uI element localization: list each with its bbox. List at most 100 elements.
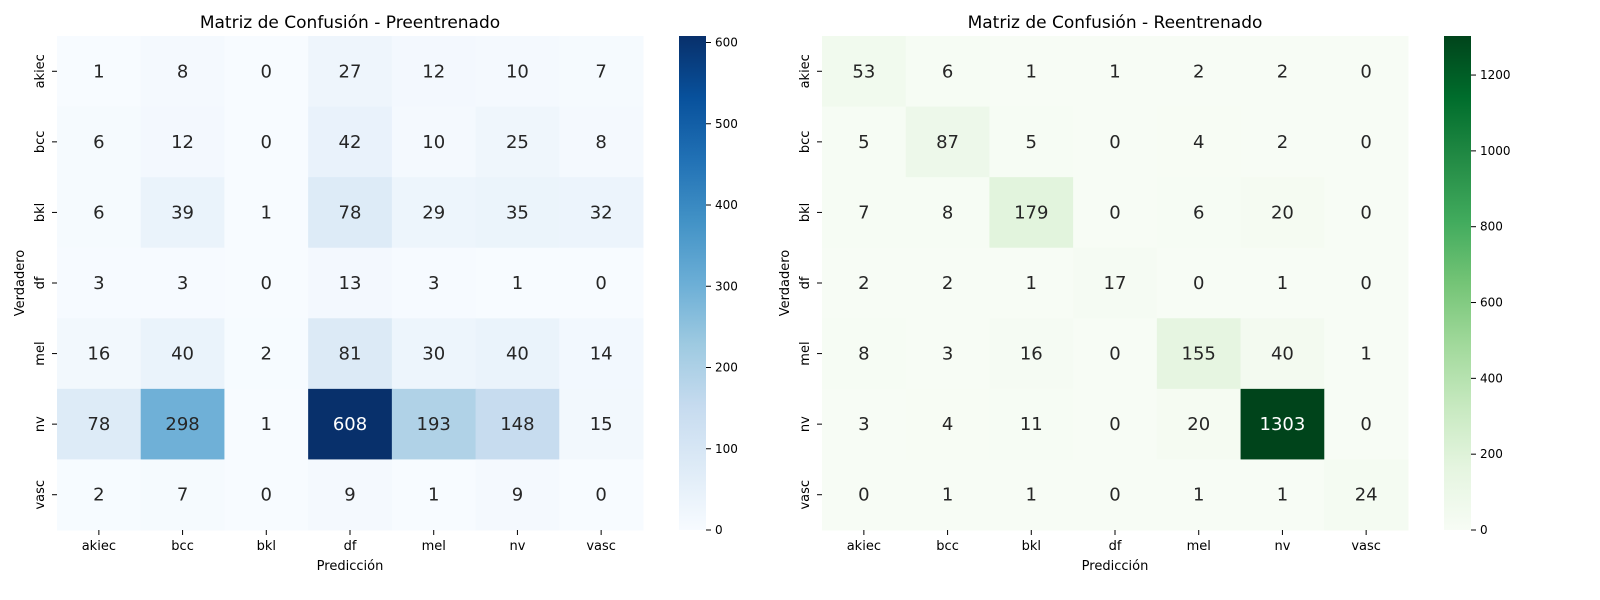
cell-value-label: 40 — [506, 344, 529, 365]
heatmap-cell — [391, 36, 477, 108]
cell-value-label: 16 — [1020, 344, 1043, 365]
cell-value-label: 0 — [1360, 273, 1371, 294]
heatmap-cell — [224, 388, 309, 460]
heatmap-cell — [1073, 36, 1158, 108]
heatmap-cell — [140, 36, 225, 108]
heatmap-cell — [57, 177, 142, 249]
chart-title: Matriz de Confusión - Preentrenado — [200, 13, 500, 33]
heatmap-cell — [905, 247, 990, 319]
cell-value-label: 3 — [858, 414, 869, 435]
cell-value-label: 1 — [93, 61, 104, 82]
heatmap-cell — [559, 318, 644, 390]
cell-value-label: 6 — [1193, 202, 1204, 223]
cell-value-label: 40 — [171, 344, 194, 365]
cell-value-label: 8 — [942, 202, 953, 223]
x-tick-label: bkl — [1022, 539, 1041, 554]
heatmap-cell — [308, 106, 393, 178]
cell-value-label: 179 — [1014, 202, 1048, 223]
colorbar-tick-label: 600 — [1480, 296, 1503, 310]
heatmap-cell — [559, 388, 644, 460]
cell-value-label: 30 — [422, 344, 445, 365]
heatmap-cell — [140, 459, 225, 531]
heatmap-cell — [1324, 318, 1409, 390]
heatmap-cell — [1073, 247, 1158, 319]
x-axis-label: Predicción — [317, 559, 384, 574]
heatmap-cell — [391, 388, 477, 460]
heatmap-cell — [224, 106, 309, 178]
cell-value-label: 17 — [1104, 273, 1127, 294]
heatmap-cell — [224, 177, 309, 249]
heatmap-cell — [391, 318, 477, 390]
cell-value-label: 78 — [87, 414, 110, 435]
heatmap-cell — [989, 247, 1074, 319]
heatmap-cell — [989, 106, 1074, 178]
heatmap-cell — [475, 459, 560, 531]
heatmap-cell — [905, 36, 990, 108]
cell-value-label: 0 — [1360, 132, 1371, 153]
cell-value-label: 15 — [590, 414, 613, 435]
heatmap-cell — [140, 106, 225, 178]
cell-value-label: 12 — [422, 61, 445, 82]
cell-value-label: 10 — [506, 61, 529, 82]
heatmap-cell — [1073, 318, 1158, 390]
heatmap-cell — [559, 177, 644, 249]
heatmap-cell — [1156, 36, 1242, 108]
cell-value-label: 1303 — [1260, 414, 1306, 435]
cell-value-label: 0 — [261, 132, 272, 153]
heatmap-cell — [475, 177, 560, 249]
heatmap-cell — [989, 177, 1074, 249]
y-tick-label: nv — [33, 416, 48, 432]
cell-value-label: 42 — [339, 132, 362, 153]
cell-value-label: 3 — [942, 344, 953, 365]
y-tick-label: akiec — [798, 54, 813, 88]
heatmap-cell — [308, 388, 393, 460]
heatmap-cell — [57, 388, 142, 460]
cell-value-label: 20 — [1271, 202, 1294, 223]
heatmap-cell — [391, 106, 477, 178]
cell-value-label: 0 — [1193, 273, 1204, 294]
colorbar-tick-label: 1000 — [1480, 144, 1511, 158]
y-axis-label: Verdadero — [778, 250, 793, 317]
heatmap-cell — [1324, 106, 1409, 178]
y-tick-label: bkl — [33, 203, 48, 222]
cell-value-label: 7 — [177, 485, 188, 506]
heatmap-cell — [1073, 388, 1158, 460]
cell-value-label: 1 — [261, 202, 272, 223]
y-tick-label: nv — [798, 416, 813, 432]
heatmap-cell — [140, 247, 225, 319]
cell-value-label: 9 — [512, 485, 523, 506]
cell-value-label: 16 — [87, 344, 110, 365]
y-tick-label: bcc — [33, 131, 48, 154]
x-tick-label: mel — [1187, 539, 1211, 554]
cell-value-label: 29 — [422, 202, 445, 223]
cell-value-label: 7 — [858, 202, 869, 223]
cell-value-label: 53 — [852, 61, 875, 82]
cell-value-label: 6 — [93, 202, 104, 223]
colorbar-tick-label: 0 — [715, 523, 723, 537]
heatmap-panel-preentrenado: Matriz de Confusión - Preentrenado 1 8 0 2 7 1… — [13, 13, 738, 574]
cell-value-label: 6 — [942, 61, 953, 82]
x-tick-label: df — [1109, 539, 1122, 554]
cell-value-label: 4 — [942, 414, 953, 435]
cell-value-label: 2 — [93, 485, 104, 506]
cell-value-label: 1 — [942, 485, 953, 506]
cell-value-label: 5 — [858, 132, 869, 153]
y-tick-label: bkl — [798, 203, 813, 222]
heatmap-cell — [905, 459, 990, 531]
x-tick-label: bcc — [936, 539, 959, 554]
x-tick-label: vasc — [586, 539, 616, 554]
heatmap-cell — [140, 318, 225, 390]
cell-value-label: 78 — [339, 202, 362, 223]
heatmap-cell — [1240, 106, 1325, 178]
heatmap-cell — [905, 318, 990, 390]
cell-value-label: 11 — [1020, 414, 1043, 435]
cell-value-label: 81 — [339, 344, 362, 365]
heatmap-cell — [1156, 106, 1242, 178]
cell-value-label: 87 — [936, 132, 959, 153]
heatmap-cell — [822, 459, 907, 531]
heatmap-cell — [559, 459, 644, 531]
heatmap-cell — [1324, 247, 1409, 319]
cell-value-label: 6 — [93, 132, 104, 153]
cell-value-label: 8 — [595, 132, 606, 153]
heatmap-cell — [224, 36, 309, 108]
